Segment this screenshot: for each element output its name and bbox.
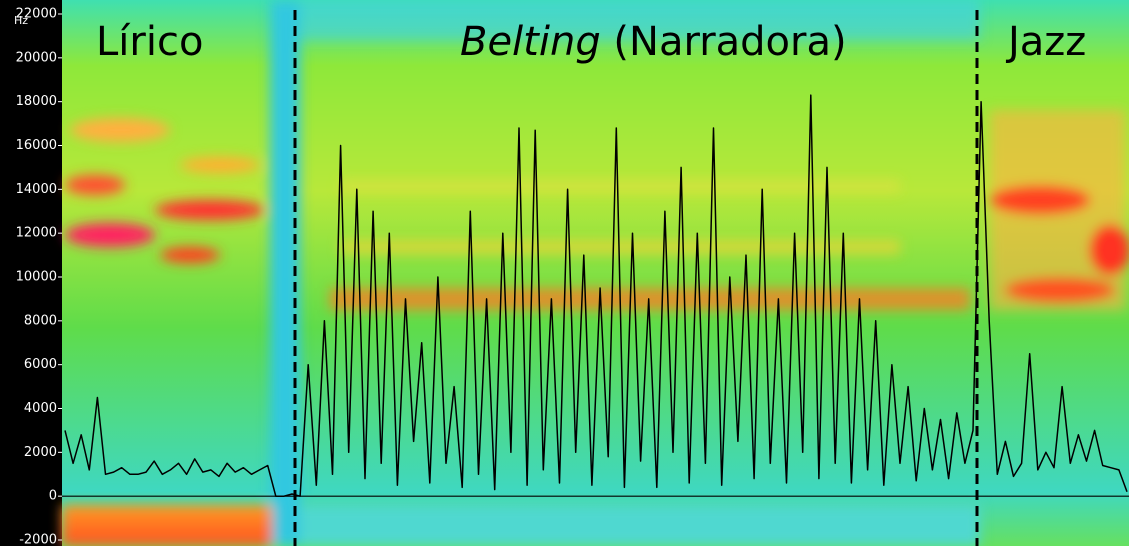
y-tick-label: -2000 [19,533,57,546]
annotation: Belting [460,19,601,65]
annotation: Belting (Narradora) [460,19,847,65]
y-tick-label: 18000 [16,94,57,109]
spectrogram-view: Hz Lírico Belting (Narradora) Jazz -2000… [0,0,1129,546]
annotation: (Narradora) [613,19,846,65]
y-tick-label: 12000 [16,226,57,241]
y-tick-label: 14000 [16,182,57,197]
y-tick-label: 8000 [24,313,57,328]
y-tick-label: 0 [49,489,57,504]
y-tick-label: 4000 [24,401,57,416]
y-tick-label: 2000 [24,445,57,460]
annotation: Jazz [1005,19,1086,65]
y-tick-label: 20000 [16,50,57,65]
spectrogram [62,0,1129,546]
y-tick-label: 6000 [24,357,57,372]
y-tick-label: 10000 [16,270,57,285]
y-tick-label: 22000 [16,7,57,22]
annotation: Lírico [96,19,203,65]
y-tick-label: 16000 [16,138,57,153]
